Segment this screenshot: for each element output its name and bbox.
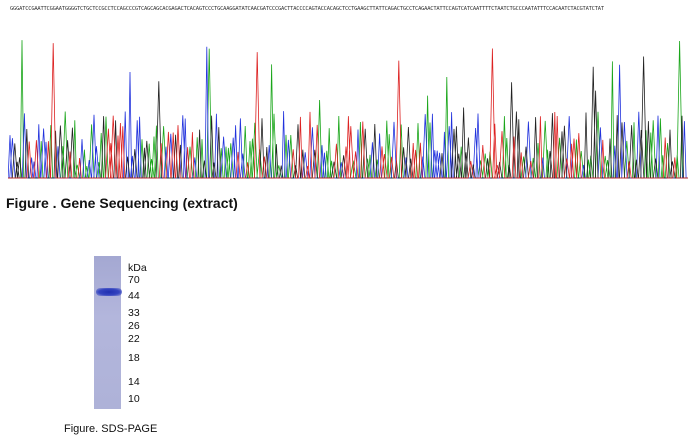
sds-page-gel-lane bbox=[94, 256, 121, 409]
marker-44: 44 bbox=[128, 290, 140, 302]
marker-14: 14 bbox=[128, 376, 140, 388]
kda-unit-label: kDa bbox=[128, 262, 147, 274]
trace-t bbox=[8, 43, 688, 179]
marker-18: 18 bbox=[128, 352, 140, 364]
sequence-text: GGGATCCGAATTCGGAATGGGGTCTGCTCCGCCTCCAGCC… bbox=[10, 6, 604, 12]
protein-band bbox=[96, 288, 122, 296]
marker-22: 22 bbox=[128, 333, 140, 345]
sds-page-caption: Figure. SDS-PAGE bbox=[64, 423, 158, 435]
marker-33: 33 bbox=[128, 307, 140, 319]
marker-26: 26 bbox=[128, 320, 140, 332]
marker-10: 10 bbox=[128, 393, 140, 405]
chromatogram-trace bbox=[8, 40, 688, 179]
marker-70: 70 bbox=[128, 274, 140, 286]
gene-sequencing-caption: Figure . Gene Sequencing (extract) bbox=[6, 195, 238, 211]
